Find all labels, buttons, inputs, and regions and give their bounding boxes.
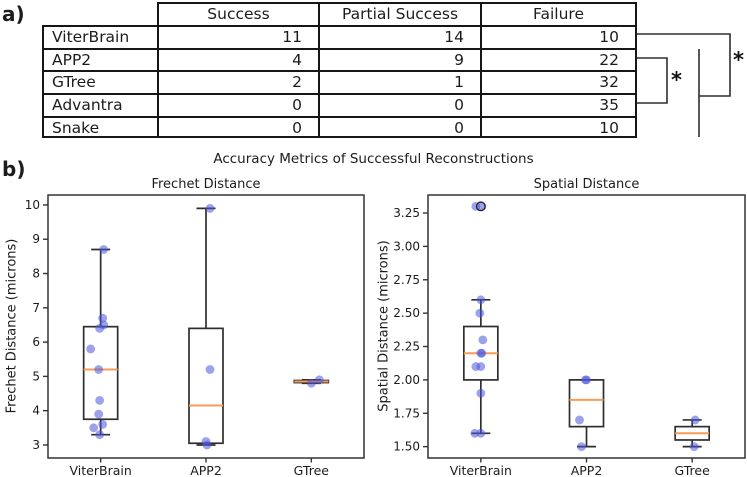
results-table: Success Partial Success Failure ViterBrain 1… <box>42 2 637 139</box>
table-value: 0 <box>157 115 318 139</box>
outlier-marker <box>475 201 486 212</box>
table-value: 11 <box>157 25 318 48</box>
row-label: ViterBrain <box>42 25 157 48</box>
scatter-point <box>99 245 109 254</box>
significance-star-outer: * <box>733 48 744 72</box>
category-label: GTree <box>294 463 330 477</box>
column-header: Failure <box>480 2 637 25</box>
category-label: ViterBrain <box>450 463 512 477</box>
scatter-point <box>689 442 699 452</box>
y-tick-label: 7 <box>32 301 40 315</box>
scatter-point <box>314 375 324 385</box>
significance-star-inner: * <box>671 68 682 92</box>
scatter-point <box>306 378 316 388</box>
scatter-point <box>476 295 486 305</box>
y-tick-label: 9 <box>32 232 40 246</box>
row-label: Snake <box>42 115 157 139</box>
y-tick-label: 3 <box>32 438 40 452</box>
table-value: 14 <box>318 25 480 48</box>
y-tick-label: 8 <box>32 267 40 281</box>
y-tick-label: 2.75 <box>393 273 420 287</box>
category-label: APP2 <box>190 463 222 477</box>
inner-bracket-line <box>637 57 668 104</box>
y-tick-label: 1.50 <box>393 440 420 454</box>
column-header: Success <box>157 2 318 25</box>
row-label: APP2 <box>42 47 157 71</box>
scatter-point <box>475 308 485 318</box>
scatter-point <box>86 344 96 354</box>
column-header: Partial Success <box>318 2 480 25</box>
scatter-point <box>690 415 700 425</box>
table-value: 0 <box>318 115 480 139</box>
outer-bracket-line <box>637 33 731 97</box>
y-tick-label: 3.00 <box>393 239 420 253</box>
table-value: 4 <box>157 47 318 71</box>
table-value: 9 <box>318 47 480 71</box>
y-tick-label: 4 <box>32 404 40 418</box>
iqr-box <box>568 379 605 428</box>
scatter-point <box>95 395 105 405</box>
table-value: 0 <box>318 93 480 116</box>
scatter-point <box>476 428 486 438</box>
table-value: 22 <box>480 47 637 71</box>
y-tick-label: 1.75 <box>393 406 420 420</box>
table-value: 10 <box>480 25 637 48</box>
scatter-point <box>478 335 488 345</box>
right-plot-title: Spatial Distance <box>533 177 640 192</box>
table-value: 32 <box>480 70 637 94</box>
scatter-point <box>476 348 486 358</box>
scatter-point <box>89 423 99 433</box>
y-tick-label: 6 <box>32 335 40 349</box>
scatter-point <box>95 430 105 440</box>
scatter-point <box>98 313 108 323</box>
y-tick-label: 2.00 <box>393 373 420 387</box>
y-tick-label: 10 <box>25 198 40 212</box>
table-value: 0 <box>157 93 318 116</box>
table-value: 10 <box>480 115 637 139</box>
scatter-point <box>575 415 584 425</box>
y-tick-label: 3.25 <box>393 206 420 220</box>
scatter-point <box>577 442 586 452</box>
scatter-point <box>582 375 591 385</box>
category-label: GTree <box>675 463 711 477</box>
scatter-point <box>202 440 212 450</box>
left-plot-title: Frechet Distance <box>151 177 261 192</box>
row-label: Advantra <box>42 93 157 116</box>
category-label: APP2 <box>571 463 603 477</box>
panel-a-label: a) <box>2 2 25 26</box>
scatter-point <box>95 323 105 333</box>
scatter-point <box>94 409 104 419</box>
table-value: 1 <box>318 70 480 94</box>
scatter-point <box>476 362 486 371</box>
y-tick-label: 5 <box>32 369 40 383</box>
y-tick-label: 2.50 <box>393 306 420 320</box>
scatter-point <box>205 365 215 374</box>
scatter-point <box>476 388 486 398</box>
significance-brackets <box>637 33 731 137</box>
table-value: 35 <box>480 93 637 116</box>
y-tick-label: 2.25 <box>393 340 420 354</box>
row-label: GTree <box>42 70 157 94</box>
category-label: ViterBrain <box>70 463 132 477</box>
scatter-point <box>94 365 104 374</box>
table-value: 2 <box>157 70 318 94</box>
figure-suptitle: Accuracy Metrics of Successful Reconstru… <box>213 151 534 167</box>
scatter-point <box>98 419 108 429</box>
scatter-point <box>205 203 215 213</box>
panel-b-label: b) <box>2 157 26 181</box>
iqr-box <box>188 327 224 445</box>
